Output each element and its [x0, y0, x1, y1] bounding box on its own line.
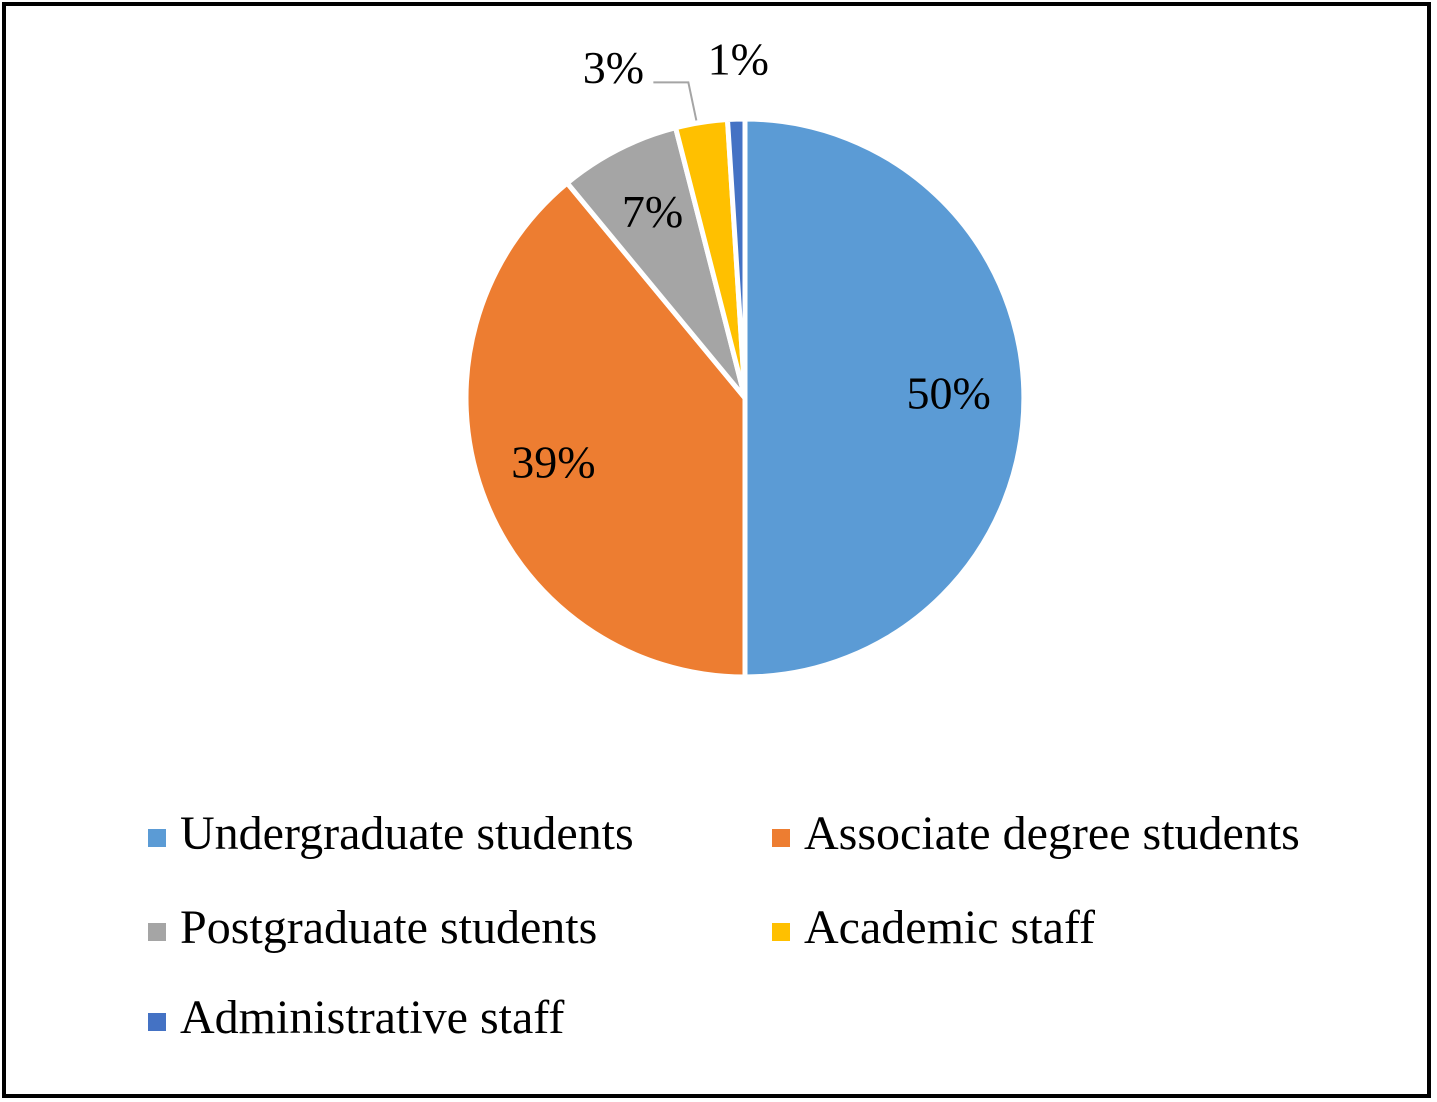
legend-swatch	[772, 923, 790, 941]
legend-label: Academic staff	[804, 901, 1095, 954]
pie-slice	[463, 179, 748, 680]
pie-slice	[742, 116, 1027, 680]
legend-swatch	[148, 1013, 166, 1031]
legend-swatch	[148, 829, 166, 847]
data-label: 39%	[511, 437, 595, 488]
legend-label: Associate degree students	[804, 807, 1300, 860]
leader-line	[653, 81, 698, 121]
legend-label: Undergraduate students	[180, 807, 634, 860]
legend-label: Administrative staff	[180, 991, 564, 1044]
data-label: 1%	[708, 34, 769, 85]
legend-swatch	[148, 923, 166, 941]
legend-swatch	[772, 829, 790, 847]
data-label: 50%	[907, 368, 991, 419]
legend-label: Postgraduate students	[180, 901, 597, 954]
data-label: 3%	[583, 42, 644, 93]
pie-slice	[724, 116, 748, 399]
data-label: 7%	[622, 186, 683, 237]
